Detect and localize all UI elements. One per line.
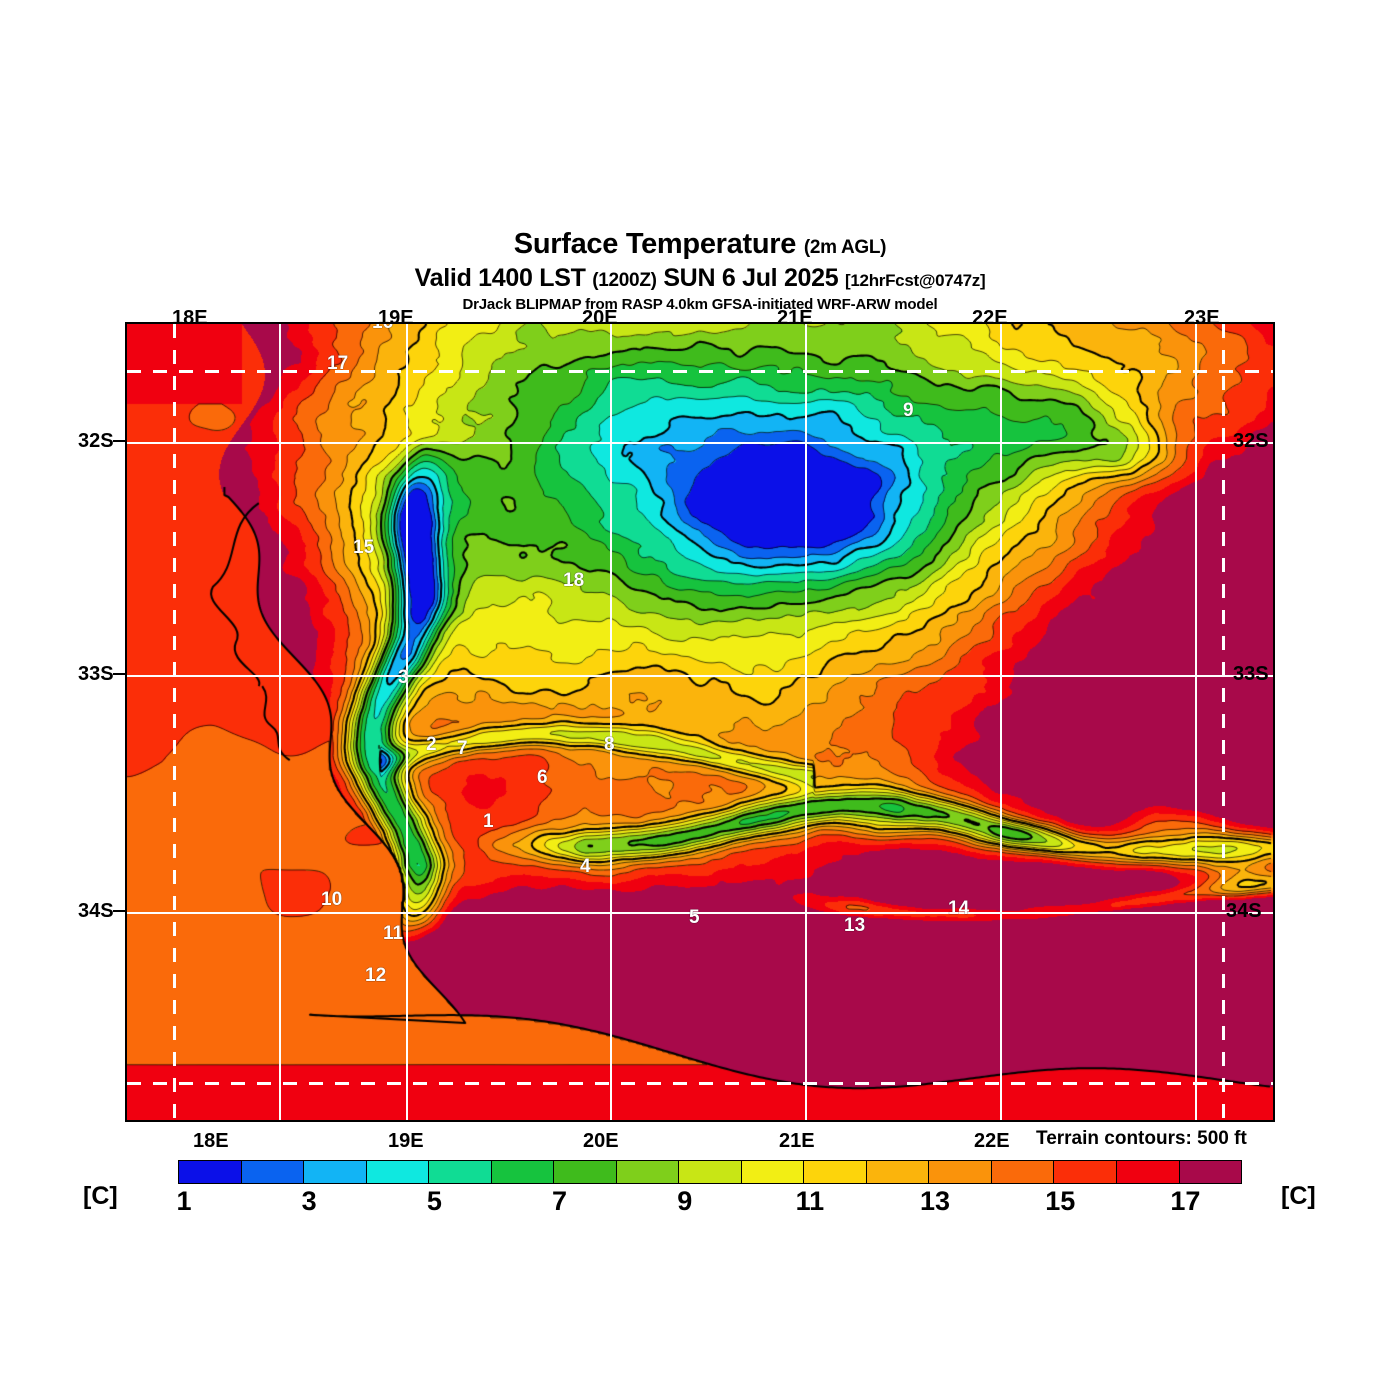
domain-box-bottom-edge bbox=[127, 1082, 1273, 1085]
waypoint-label-4: 4 bbox=[580, 856, 591, 877]
waypoint-label-16: 16 bbox=[372, 322, 394, 333]
axis-label-lon-bottom-2: 20E bbox=[583, 1130, 619, 1152]
axis-label-lat-left-1: 33S bbox=[78, 663, 114, 685]
colorbar-tick-9: 9 bbox=[677, 1186, 693, 1216]
chart-title-main: Surface Temperature bbox=[513, 228, 797, 260]
axis-label-lon-top-5: 23E bbox=[1184, 307, 1220, 329]
valid-zulu: (1200Z) bbox=[592, 270, 657, 291]
colorbar-segment-3 bbox=[304, 1161, 367, 1183]
waypoint-label-6: 6 bbox=[537, 767, 548, 788]
colorbar-segment-7 bbox=[554, 1161, 617, 1183]
colorbar-tick-5: 5 bbox=[426, 1186, 442, 1216]
waypoint-label-10: 10 bbox=[321, 889, 343, 910]
gridline-lon-20E bbox=[610, 324, 612, 1120]
waypoint-label-7: 7 bbox=[457, 738, 468, 759]
waypoint-label-8: 8 bbox=[604, 734, 615, 755]
axis-label-lon-bottom-3: 21E bbox=[779, 1130, 815, 1152]
axis-label-lat-right-0: 32S bbox=[1233, 430, 1269, 452]
axis-label-lat-left-2: 34S bbox=[78, 900, 114, 922]
colorbar-segment-14 bbox=[991, 1161, 1055, 1183]
gridline-lon-21E bbox=[805, 324, 807, 1120]
colorbar-segment-9 bbox=[679, 1161, 742, 1183]
domain-box-top-edge bbox=[127, 370, 1273, 373]
gridline-lat-34S bbox=[127, 912, 1273, 914]
gridline-lon-23E bbox=[1195, 324, 1197, 1120]
gridline-lat-33S bbox=[127, 675, 1273, 677]
tick-lat-left-33S bbox=[113, 673, 125, 675]
gridline-lon-19E bbox=[406, 324, 408, 1120]
colorbar-segment-13 bbox=[929, 1161, 992, 1183]
colorbar-segment-11 bbox=[804, 1161, 867, 1183]
colorbar-tick-15: 15 bbox=[1045, 1186, 1076, 1216]
waypoint-label-11: 11 bbox=[383, 923, 404, 944]
colorbar-segment-15 bbox=[1054, 1161, 1117, 1183]
chart-title: Surface Temperature (2m AGL) bbox=[0, 228, 1400, 264]
axis-label-lon-top-0: 18E bbox=[172, 307, 208, 329]
colorbar-segment-10 bbox=[741, 1161, 805, 1183]
domain-box-left-edge bbox=[173, 324, 176, 1120]
colorbar-units-right: [C] bbox=[1281, 1182, 1316, 1210]
tick-lat-left-34S bbox=[113, 910, 125, 912]
colorbar-segment-6 bbox=[491, 1161, 555, 1183]
axis-label-lat-left-0: 32S bbox=[78, 430, 114, 452]
axis-label-lon-top-1: 19E bbox=[378, 307, 414, 329]
colorbar-tick-1: 1 bbox=[176, 1186, 192, 1216]
waypoint-label-1: 1 bbox=[483, 811, 494, 832]
colorbar-tick-13: 13 bbox=[920, 1186, 951, 1216]
colorbar-tick-7: 7 bbox=[552, 1186, 568, 1216]
gridline-lat-32S bbox=[127, 442, 1273, 444]
gridline-lon-18E bbox=[279, 324, 281, 1120]
title-block: Surface Temperature (2m AGL) Valid 1400 … bbox=[0, 228, 1400, 315]
gridline-lon-22E bbox=[1000, 324, 1002, 1120]
colorbar-segment-8 bbox=[616, 1161, 680, 1183]
axis-label-lon-bottom-1: 19E bbox=[388, 1130, 424, 1152]
axis-label-lon-bottom-0: 18E bbox=[193, 1130, 229, 1152]
chart-title-sub: (2m AGL) bbox=[803, 237, 887, 258]
colorbar-segment-17 bbox=[1179, 1161, 1242, 1183]
domain-box-right-edge bbox=[1222, 324, 1225, 1120]
colorbar-segment-12 bbox=[866, 1161, 930, 1183]
colorbar-segment-5 bbox=[429, 1161, 492, 1183]
colorbar[interactable] bbox=[178, 1160, 1242, 1184]
colorbar-tick-17: 17 bbox=[1170, 1186, 1201, 1216]
colorbar-segment-4 bbox=[366, 1161, 430, 1183]
axis-label-lat-right-1: 33S bbox=[1233, 663, 1269, 685]
axis-label-lon-top-2: 20E bbox=[582, 307, 618, 329]
waypoint-label-12: 12 bbox=[365, 965, 387, 986]
map-plot-area[interactable]: 1 2 3 4 5 6 7 8 9 10 11 12 13 14 15 16 17 18 bbox=[125, 322, 1275, 1122]
chart-source-line: DrJack BLIPMAP from RASP 4.0km GFSA-init… bbox=[462, 296, 938, 313]
waypoint-label-17: 17 bbox=[327, 353, 349, 374]
waypoint-label-15: 15 bbox=[353, 537, 375, 558]
colorbar-segment-2 bbox=[241, 1161, 305, 1183]
waypoint-label-13: 13 bbox=[844, 915, 866, 936]
forecast-tag: [12hrFcst@0747z] bbox=[845, 271, 986, 290]
colorbar-segment-1 bbox=[179, 1161, 242, 1183]
tick-lat-left-32S bbox=[113, 440, 125, 442]
colorbar-units-left: [C] bbox=[83, 1182, 118, 1210]
axis-label-lon-top-3: 21E bbox=[777, 307, 813, 329]
axis-label-lon-top-4: 22E bbox=[972, 307, 1008, 329]
axis-label-lon-bottom-4: 22E bbox=[974, 1130, 1010, 1152]
waypoint-label-14: 14 bbox=[948, 898, 970, 919]
valid-prefix: Valid 1400 LST bbox=[414, 264, 586, 292]
valid-date: SUN 6 Jul 2025 bbox=[663, 264, 839, 292]
waypoint-label-5: 5 bbox=[689, 907, 700, 928]
waypoint-label-2: 2 bbox=[426, 734, 437, 755]
waypoint-label-3: 3 bbox=[398, 667, 409, 688]
colorbar-tick-11: 11 bbox=[795, 1186, 825, 1216]
colorbar-tick-3: 3 bbox=[301, 1186, 317, 1216]
waypoint-label-18: 18 bbox=[563, 570, 585, 591]
chart-valid-line: Valid 1400 LST (1200Z) SUN 6 Jul 2025 [1… bbox=[0, 264, 1400, 295]
waypoint-label-9: 9 bbox=[903, 400, 914, 421]
temperature-heatmap-canvas bbox=[127, 324, 1273, 1120]
colorbar-segment-16 bbox=[1116, 1161, 1180, 1183]
terrain-contour-note: Terrain contours: 500 ft bbox=[1036, 1128, 1247, 1149]
axis-label-lat-right-2: 34S bbox=[1226, 900, 1262, 922]
